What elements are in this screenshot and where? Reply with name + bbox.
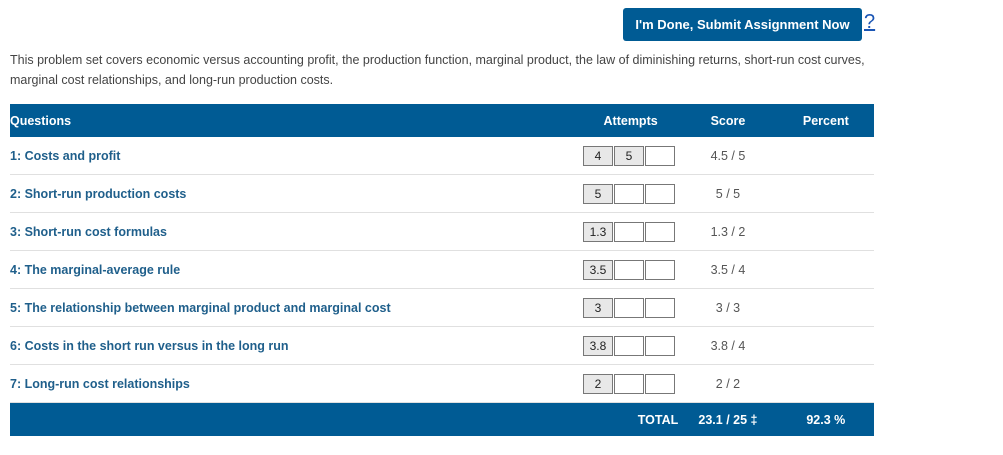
- total-score: 23.1 / 25 ‡: [678, 402, 778, 436]
- attempt-boxes: 2: [582, 373, 678, 394]
- attempt-box: [613, 335, 644, 356]
- score-header: Score: [678, 104, 778, 137]
- total-label: TOTAL: [582, 402, 679, 436]
- help-link[interactable]: ?: [864, 11, 876, 33]
- question-link[interactable]: 1: Costs and profit: [10, 137, 583, 175]
- attempt-box: [613, 297, 644, 318]
- table-row: 6: Costs in the short run versus in the …: [10, 326, 874, 365]
- submit-assignment-button[interactable]: I'm Done, Submit Assignment Now: [623, 8, 862, 41]
- attempt-boxes: 1.3: [582, 221, 678, 242]
- attempt-box: 4: [582, 145, 613, 166]
- total-row: TOTAL 23.1 / 25 ‡ 92.3 %: [10, 402, 874, 436]
- attempt-box: 3: [582, 297, 613, 318]
- attempts-header: Attempts: [582, 104, 679, 137]
- question-score: 2 / 2: [678, 364, 778, 403]
- question-score: 5 / 5: [678, 174, 778, 213]
- table-row: 3: Short-run cost formulas 1.3 1.3 / 2: [10, 212, 874, 251]
- attempt-box: [613, 183, 644, 204]
- attempt-box: [613, 259, 644, 280]
- question-percent: [777, 288, 874, 327]
- question-score: 3 / 3: [678, 288, 778, 327]
- assignment-description: This problem set covers economic versus …: [10, 53, 865, 87]
- total-percent: 92.3 %: [777, 402, 874, 436]
- question-percent: [777, 137, 874, 175]
- question-link[interactable]: 4: The marginal-average rule: [10, 250, 583, 289]
- attempt-box: [644, 335, 675, 356]
- question-percent: [777, 250, 874, 289]
- table-row: 4: The marginal-average rule 3.5 3.5 / 4: [10, 250, 874, 289]
- attempt-box: [644, 145, 675, 166]
- question-score: 1.3 / 2: [678, 212, 778, 251]
- table-row: 2: Short-run production costs 5 5 / 5: [10, 174, 874, 213]
- table-header-row: Questions Attempts Score Percent: [10, 104, 874, 137]
- question-link[interactable]: 2: Short-run production costs: [10, 174, 583, 213]
- attempt-box: 5: [613, 145, 644, 166]
- attempt-box: [613, 221, 644, 242]
- attempt-box: [613, 373, 644, 394]
- attempts-cell: 1.3: [582, 212, 679, 251]
- question-percent: [777, 364, 874, 403]
- question-link[interactable]: 3: Short-run cost formulas: [10, 212, 583, 251]
- percent-header: Percent: [777, 104, 874, 137]
- attempt-box: 3.5: [582, 259, 613, 280]
- attempt-box: 2: [582, 373, 613, 394]
- scores-table: Questions Attempts Score Percent 1: Cost…: [10, 104, 874, 436]
- question-link[interactable]: 5: The relationship between marginal pro…: [10, 288, 583, 327]
- attempt-box: [644, 259, 675, 280]
- total-spacer: [10, 402, 583, 436]
- attempt-box: [644, 221, 675, 242]
- question-percent: [777, 212, 874, 251]
- question-score: 3.8 / 4: [678, 326, 778, 365]
- attempt-box: [644, 373, 675, 394]
- attempt-box: [644, 297, 675, 318]
- attempts-cell: 2: [582, 364, 679, 403]
- attempt-boxes: 3.5: [582, 259, 678, 280]
- question-link[interactable]: 7: Long-run cost relationships: [10, 364, 583, 403]
- attempt-box: 5: [582, 183, 613, 204]
- question-percent: [777, 174, 874, 213]
- attempts-cell: 5: [582, 174, 679, 213]
- attempts-cell: 3: [582, 288, 679, 327]
- attempt-box: 3.8: [582, 335, 613, 356]
- questions-header: Questions: [10, 104, 583, 137]
- attempts-cell: 3.8: [582, 326, 679, 365]
- question-link[interactable]: 6: Costs in the short run versus in the …: [10, 326, 583, 365]
- table-row: 7: Long-run cost relationships 2 2 / 2: [10, 364, 874, 403]
- question-score: 4.5 / 5: [678, 137, 778, 175]
- question-percent: [777, 326, 874, 365]
- attempt-box: [644, 183, 675, 204]
- attempt-boxes: 3: [582, 297, 678, 318]
- attempt-box: 1.3: [582, 221, 613, 242]
- question-score: 3.5 / 4: [678, 250, 778, 289]
- table-row: 5: The relationship between marginal pro…: [10, 288, 874, 327]
- attempt-boxes: 5: [582, 183, 678, 204]
- table-row: 1: Costs and profit 4 5 4.5 / 5: [10, 137, 874, 175]
- attempts-cell: 3.5: [582, 250, 679, 289]
- attempt-boxes: 3.8: [582, 335, 678, 356]
